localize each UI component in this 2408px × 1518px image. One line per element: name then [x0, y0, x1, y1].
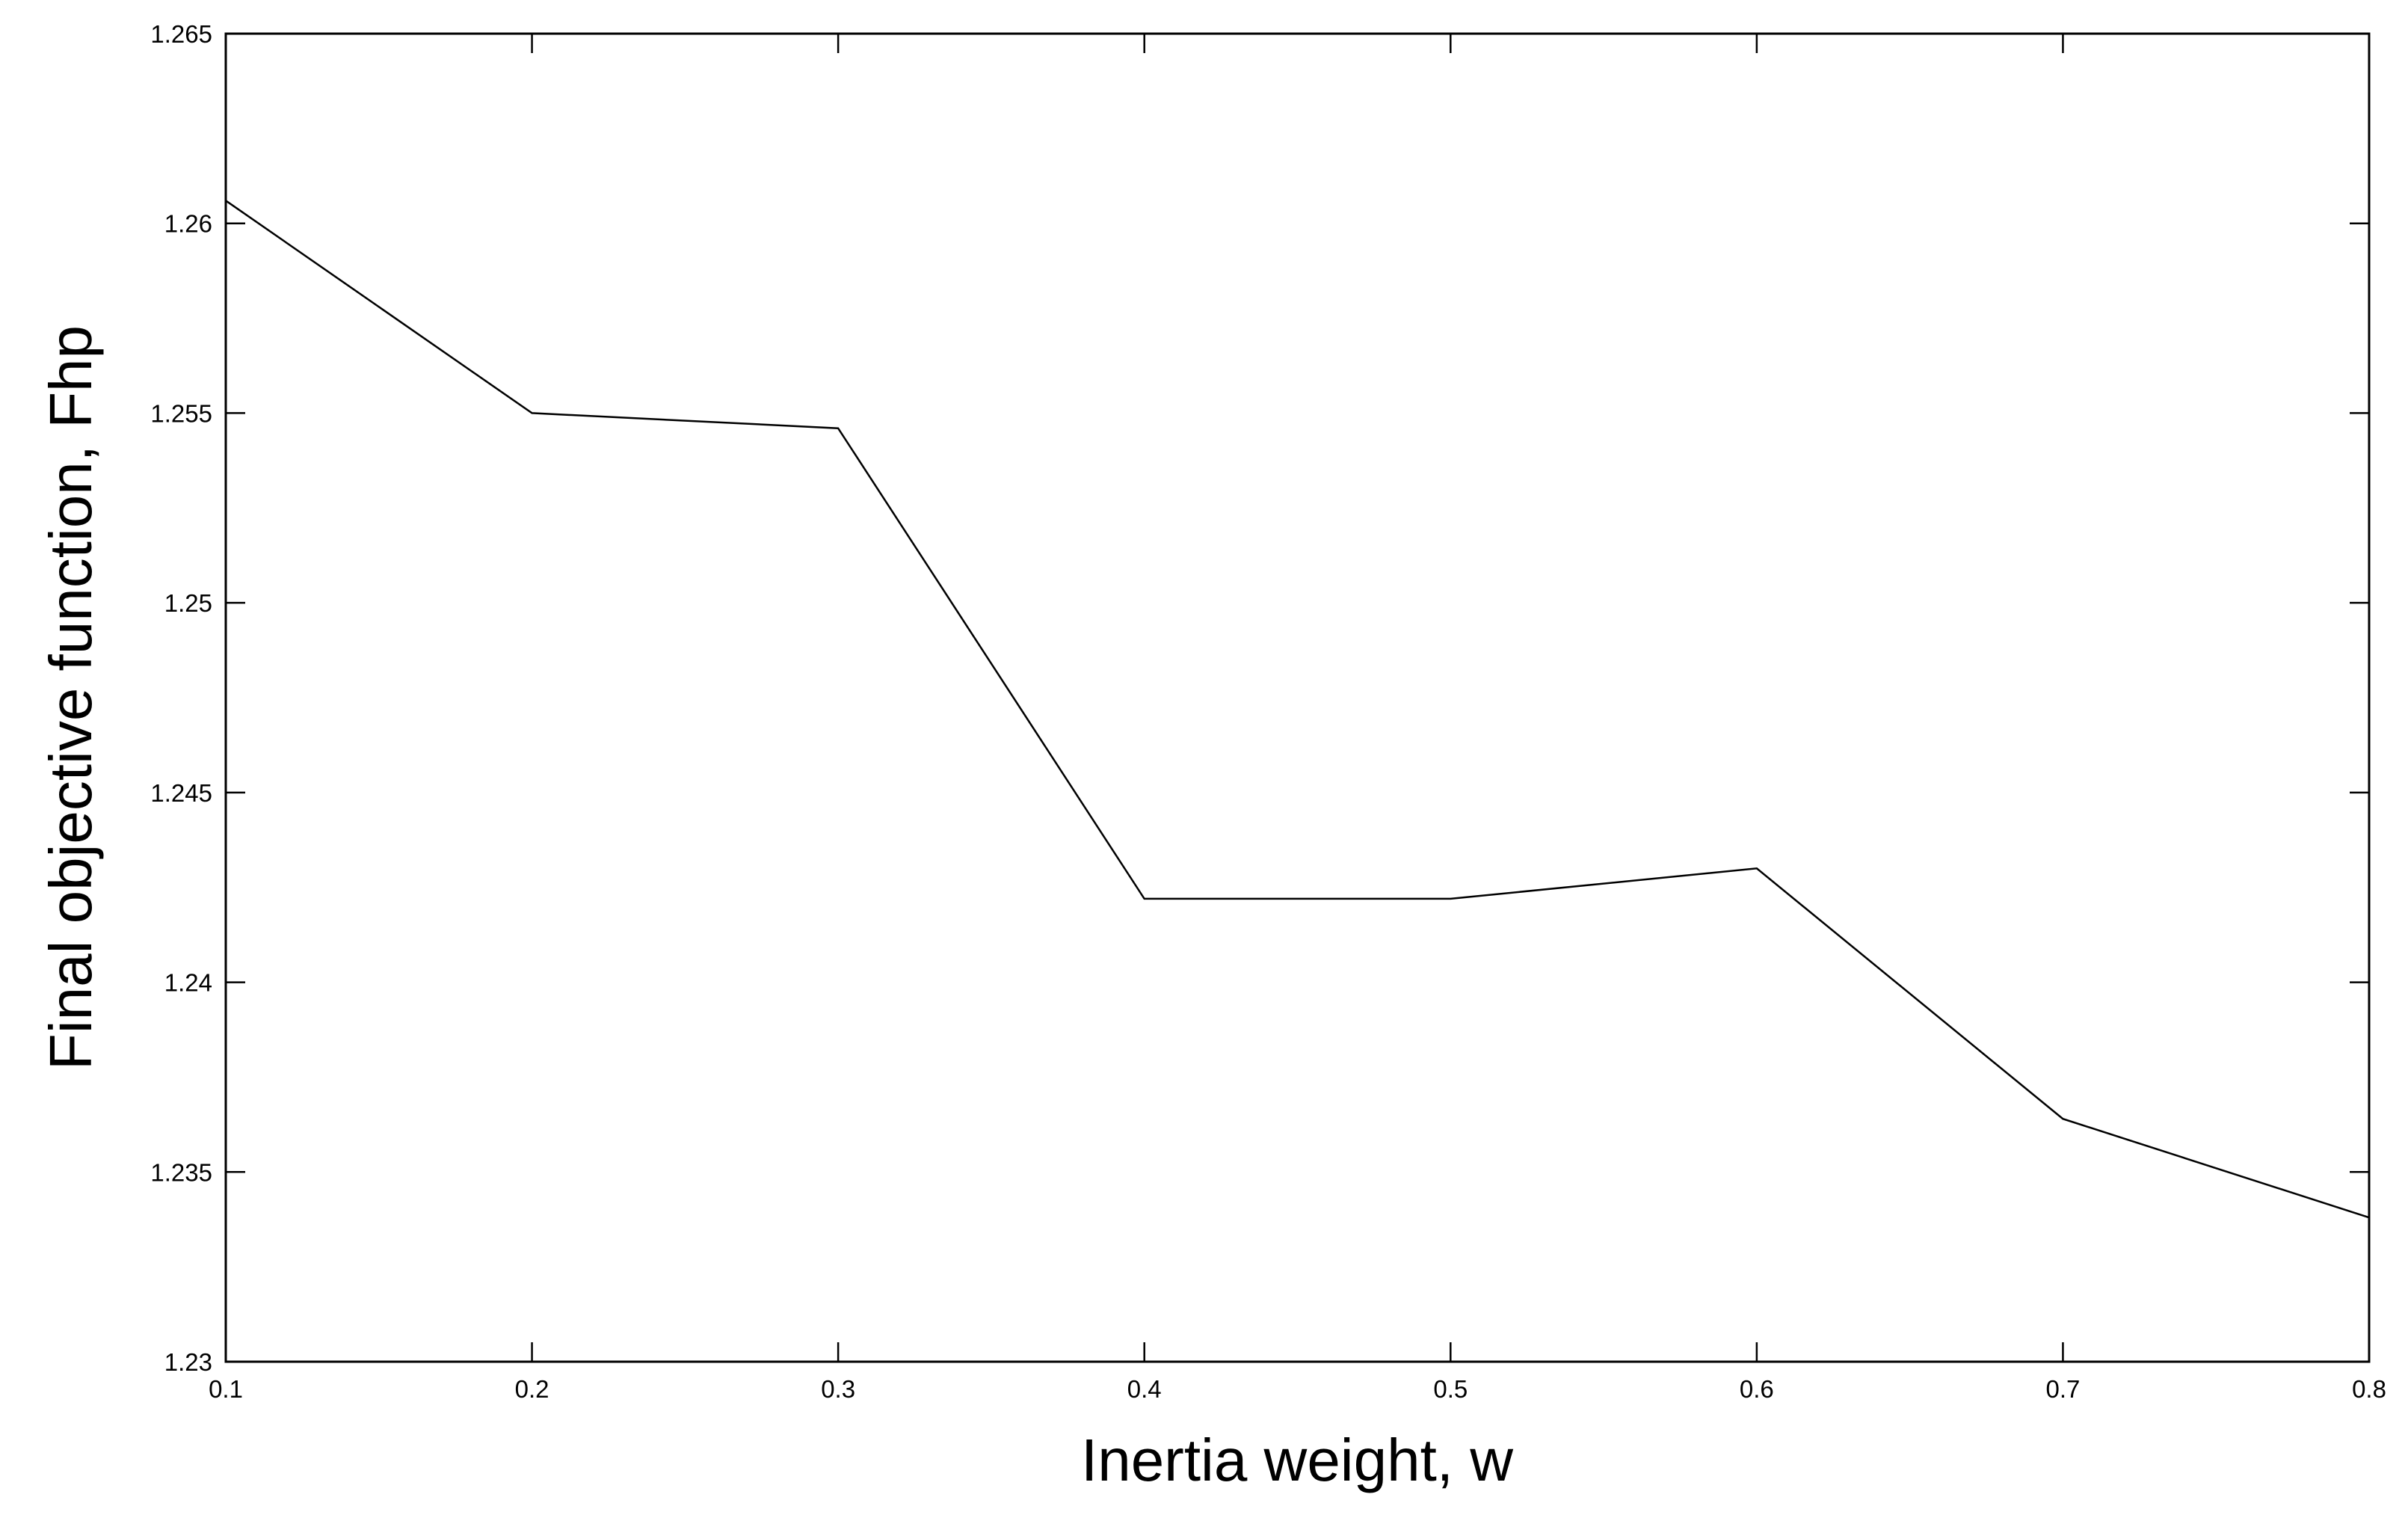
x-tick-label: 0.4 [1127, 1375, 1162, 1403]
plot-area [224, 32, 2371, 1363]
x-tick-label: 0.1 [209, 1375, 243, 1403]
x-tick-label: 0.7 [2045, 1375, 2080, 1403]
y-tick-label: 1.235 [150, 1158, 212, 1186]
x-axis-ticks: 0.1 0.2 0.3 0.4 0.5 0.6 0.7 0.8 [209, 34, 2386, 1403]
y-tick-label: 1.265 [150, 20, 212, 48]
x-tick-label: 0.8 [2352, 1375, 2386, 1403]
y-tick-label: 1.23 [164, 1348, 212, 1376]
x-tick-label: 0.6 [1740, 1375, 1774, 1403]
y-tick-label: 1.245 [150, 779, 212, 807]
x-axis-label: Inertia weight, w [1081, 1427, 1513, 1493]
x-tick-label: 0.3 [821, 1375, 855, 1403]
series-line [225, 200, 2370, 1219]
x-tick-label: 0.5 [1433, 1375, 1468, 1403]
y-axis-label: Final objective function, Fhp [37, 325, 104, 1070]
y-tick-label: 1.24 [164, 969, 212, 997]
y-tick-label: 1.255 [150, 399, 212, 427]
x-tick-label: 0.2 [515, 1375, 549, 1403]
y-tick-label: 1.26 [164, 210, 212, 238]
series-layer [225, 200, 2370, 1219]
y-tick-label: 1.25 [164, 589, 212, 617]
y-axis-ticks: 1.23 1.235 1.24 1.245 1.25 1.255 1.26 1.265 [150, 20, 2369, 1376]
